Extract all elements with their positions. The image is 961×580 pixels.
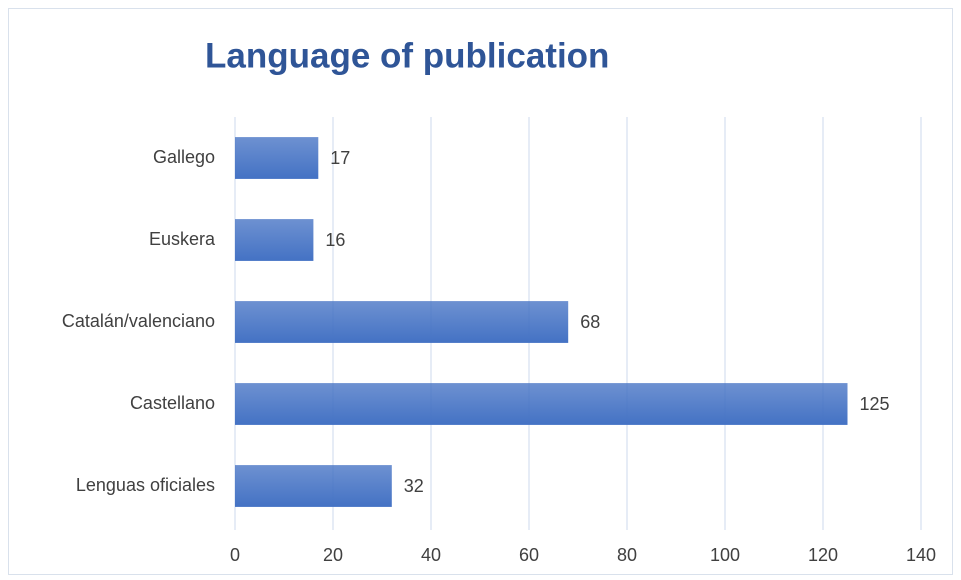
y-tick-label: Gallego	[153, 147, 215, 167]
x-tick-label: 100	[710, 545, 740, 565]
x-tick-label: 80	[617, 545, 637, 565]
x-tick-label: 60	[519, 545, 539, 565]
x-tick-label: 140	[906, 545, 936, 565]
bar	[235, 301, 569, 343]
x-tick-label: 120	[808, 545, 838, 565]
bar	[235, 219, 314, 261]
data-label: 17	[330, 148, 350, 168]
y-tick-label: Castellano	[130, 393, 215, 413]
chart-title: Language of publication	[205, 36, 609, 75]
x-tick-label: 40	[421, 545, 441, 565]
bar	[235, 465, 392, 507]
x-tick-label: 20	[323, 545, 343, 565]
data-label: 32	[404, 476, 424, 496]
y-tick-label: Catalán/valenciano	[62, 311, 215, 331]
data-label: 125	[860, 394, 890, 414]
y-tick-label: Lenguas oficiales	[76, 475, 215, 495]
data-label: 16	[325, 230, 345, 250]
bar	[235, 137, 319, 179]
chart-border	[8, 8, 953, 575]
y-tick-label: Euskera	[149, 229, 216, 249]
bar	[235, 383, 848, 425]
data-label: 68	[580, 312, 600, 332]
x-tick-label: 0	[230, 545, 240, 565]
